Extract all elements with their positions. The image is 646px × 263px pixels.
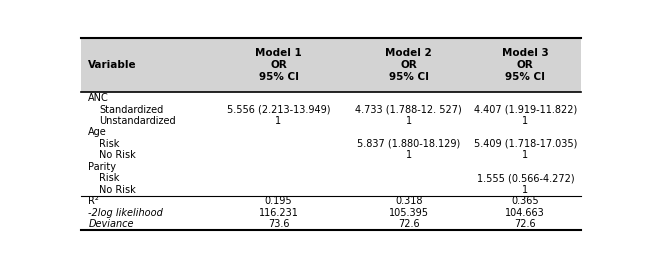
Text: 0.195: 0.195	[265, 196, 293, 206]
Text: 72.6: 72.6	[514, 219, 536, 229]
Text: ANC: ANC	[89, 93, 109, 103]
Text: 105.395: 105.395	[389, 208, 429, 218]
Text: R²: R²	[89, 196, 99, 206]
Text: Variable: Variable	[89, 60, 137, 70]
Text: Standardized: Standardized	[99, 104, 163, 114]
Text: 5.837 (1.880-18.129): 5.837 (1.880-18.129)	[357, 139, 461, 149]
Text: 1: 1	[275, 116, 282, 126]
Text: 73.6: 73.6	[267, 219, 289, 229]
Text: Unstandardized: Unstandardized	[99, 116, 176, 126]
Text: Risk: Risk	[99, 139, 120, 149]
Text: 4.407 (1.919-11.822): 4.407 (1.919-11.822)	[474, 104, 577, 114]
Text: 72.6: 72.6	[398, 219, 419, 229]
Text: 1: 1	[522, 116, 528, 126]
Text: 0.365: 0.365	[512, 196, 539, 206]
Text: Model 3
OR
95% CI: Model 3 OR 95% CI	[502, 48, 548, 82]
Text: 1: 1	[522, 150, 528, 160]
Text: No Risk: No Risk	[99, 185, 136, 195]
Text: 104.663: 104.663	[505, 208, 545, 218]
Text: 1: 1	[406, 150, 412, 160]
Text: 5.556 (2.213-13.949): 5.556 (2.213-13.949)	[227, 104, 330, 114]
Text: Model 1
OR
95% CI: Model 1 OR 95% CI	[255, 48, 302, 82]
Text: Deviance: Deviance	[89, 219, 134, 229]
Text: 116.231: 116.231	[258, 208, 298, 218]
Text: Age: Age	[89, 128, 107, 138]
Text: -2log likelihood: -2log likelihood	[89, 208, 163, 218]
Text: Model 2
OR
95% CI: Model 2 OR 95% CI	[385, 48, 432, 82]
Text: 1.555 (0.566-4.272): 1.555 (0.566-4.272)	[477, 173, 574, 183]
Text: No Risk: No Risk	[99, 150, 136, 160]
Text: 1: 1	[406, 116, 412, 126]
Text: 0.318: 0.318	[395, 196, 422, 206]
Text: Parity: Parity	[89, 162, 116, 172]
Bar	[81, 38, 581, 92]
Text: Risk: Risk	[99, 173, 120, 183]
Text: 4.733 (1.788-12. 527): 4.733 (1.788-12. 527)	[355, 104, 462, 114]
Text: 1: 1	[522, 185, 528, 195]
Text: 5.409 (1.718-17.035): 5.409 (1.718-17.035)	[474, 139, 577, 149]
